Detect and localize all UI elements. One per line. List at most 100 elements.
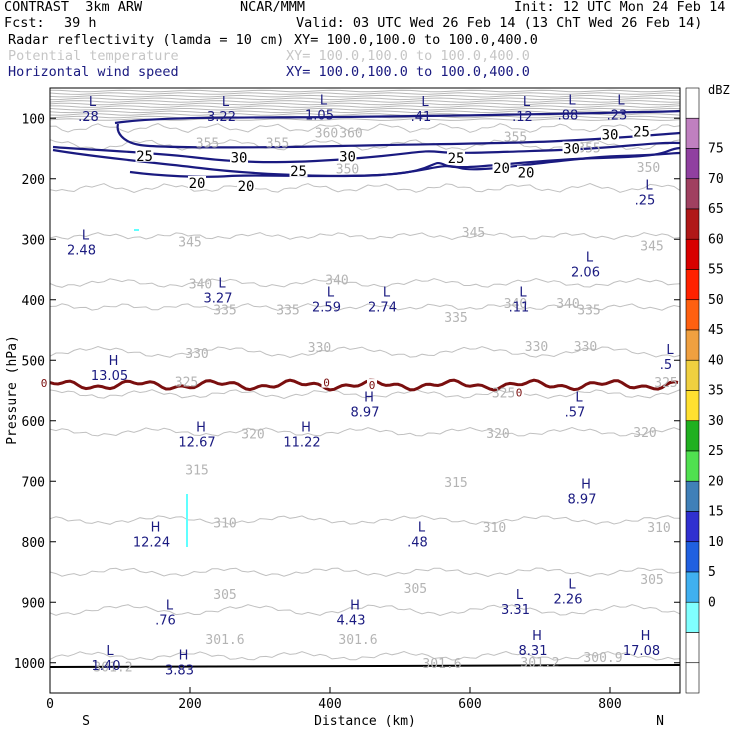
theta-contour-line (49, 567, 681, 578)
wind-label: 25 (290, 164, 307, 180)
wind-label-bg (135, 148, 154, 162)
field-name-wind: Horizontal wind speed (8, 64, 179, 80)
extremum-marker: L (166, 599, 174, 614)
wind-label-bg (188, 175, 206, 189)
y-tick-label: 100 (22, 112, 45, 127)
extremum-value: .57 (565, 405, 586, 420)
theta-label: 315 (185, 463, 208, 478)
zero-label-bg (367, 379, 377, 391)
theta-band-line (49, 100, 681, 103)
section-end-label: N (656, 714, 664, 729)
colorbar-level-label: 45 (708, 323, 724, 338)
extremum-value: .11 (509, 301, 530, 316)
colorbar-cell (685, 148, 700, 180)
zero-label: 0 (323, 377, 330, 390)
colorbar-level-label: 70 (708, 172, 724, 187)
extremum-value: 12.24 (133, 535, 170, 550)
wind-label: 25 (448, 151, 465, 167)
x-tick-label: 600 (458, 697, 481, 712)
theta-band-line (49, 94, 681, 98)
colorbar-cell (685, 450, 700, 482)
zero-label-bg (321, 376, 332, 388)
extremum-marker: L (523, 95, 531, 110)
extremum-value: 8.97 (351, 405, 380, 420)
x-tick-label: 400 (318, 697, 341, 712)
theta-contour-line (49, 388, 681, 400)
theta-label: 345 (640, 240, 663, 255)
extremum-value: 2.59 (312, 301, 341, 316)
theta-label: 301.6 (205, 633, 244, 648)
extremum-marker: L (568, 93, 576, 108)
theta-label: 330 (574, 340, 597, 355)
theta-label: 330 (308, 341, 331, 356)
extremum-value: 3.22 (207, 110, 236, 125)
extremum-value: 3.27 (204, 292, 233, 307)
extremum-marker: L (418, 520, 426, 535)
extremum-value: .28 (78, 110, 99, 125)
colorbar-level-label: 15 (708, 505, 724, 520)
theta-label: 320 (486, 427, 509, 442)
extremum-marker: H (109, 354, 119, 369)
theta-contour-line (49, 277, 681, 288)
theta-label: 325 (175, 376, 198, 391)
theta-band-line (49, 97, 681, 101)
wind-label: 20 (189, 176, 206, 192)
y-tick-label: 900 (22, 596, 45, 611)
theta-label: 315 (444, 476, 467, 491)
theta-label: 340 (556, 297, 579, 312)
wind-label: 25 (136, 149, 153, 165)
extremum-value: .5 (660, 358, 672, 373)
theta-label: 301.6 (338, 633, 377, 648)
y-axis-title: Pressure (hPa) (5, 335, 20, 445)
theta-contour-line (49, 345, 681, 359)
extremum-marker: H (196, 421, 206, 436)
extremum-value: .23 (607, 108, 628, 123)
theta-label: 355 (577, 142, 600, 157)
x-axis-title: Distance (km) (314, 714, 416, 729)
plot-title: CONTRAST 3km ARW (4, 0, 143, 15)
plot-frame (49, 87, 681, 694)
theta-label: 320 (633, 426, 656, 441)
extremum-marker: H (301, 421, 311, 436)
extremum-value: .88 (558, 108, 579, 123)
theta-label: 355 (504, 131, 527, 146)
theta-label: 305 (213, 588, 236, 603)
extremum-marker: L (383, 286, 391, 301)
extremum-marker: L (516, 588, 524, 603)
y-tick-label: 1000 (14, 657, 45, 672)
extremum-value: 3.31 (501, 603, 530, 618)
wind-label: 30 (231, 151, 248, 167)
theta-label: 355 (266, 137, 289, 152)
wind-label-bg (601, 127, 619, 141)
wind-label-bg (632, 124, 651, 138)
colorbar-cell (685, 662, 700, 694)
theta-label: 340 (504, 297, 527, 312)
extremum-value: 8.31 (519, 644, 548, 659)
colorbar-cell (685, 359, 700, 391)
colorbar-level-label: 20 (708, 474, 724, 489)
theta-label: 301.6 (422, 657, 461, 672)
extremum-marker: H (581, 478, 591, 493)
colorbar-cell (685, 238, 700, 270)
extremum-value: .25 (635, 194, 656, 209)
theta-label: 320 (241, 428, 264, 443)
extremum-value: .12 (512, 110, 533, 125)
extremum-marker: H (364, 390, 374, 405)
theta-label: 335 (577, 304, 600, 319)
theta-band-line (49, 102, 681, 106)
colorbar-cell (685, 178, 700, 210)
zero-label: 0 (516, 386, 523, 399)
extremum-value: 3.83 (165, 664, 194, 679)
forecast-hour: 39 h (64, 15, 97, 31)
wind-label-bg (492, 160, 511, 174)
extremum-marker: L (568, 577, 576, 592)
theta-label: 330 (185, 347, 208, 362)
colorbar-cell (685, 329, 700, 361)
extremum-marker: L (222, 95, 230, 110)
wind-label: 30 (563, 142, 580, 158)
extremum-marker: L (586, 251, 594, 266)
wind-label: 30 (602, 128, 619, 144)
